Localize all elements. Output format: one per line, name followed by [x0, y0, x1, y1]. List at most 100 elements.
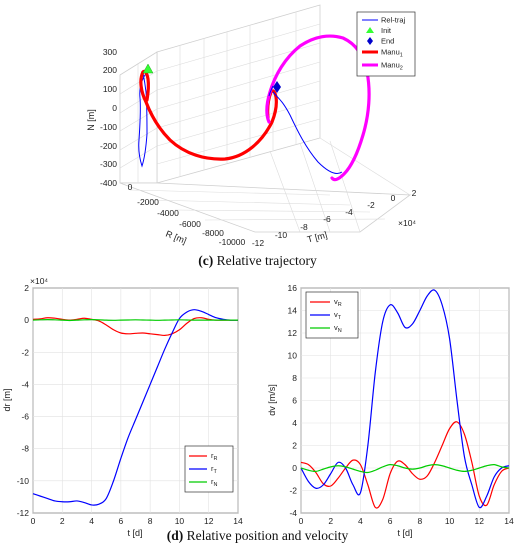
dv-xtick-label: 14: [504, 516, 514, 526]
dv-series-v_N: [300, 463, 510, 474]
dr-ytick-label: 0: [24, 315, 29, 325]
trajectory-3d-plot: 300 200 100 0 -100 -200 -300 -400 N [m] …: [86, 4, 417, 248]
t-tick-m10: -10: [275, 230, 288, 240]
dv-plot: 16 14 12 10 8 6 4 2 0 -2 -4 0 2 4 6 8 10 12 14 dv [m/s] t…: [267, 283, 514, 538]
rel-traj-line-part1: [138, 71, 148, 168]
dv-ytick-label: 10: [288, 351, 298, 361]
dv-xtick-label: 0: [299, 516, 304, 526]
dr-ytick-label: -10: [17, 476, 30, 486]
legend-rel-traj: Rel-traj: [381, 16, 406, 25]
dv-ytick-label: -2: [289, 486, 297, 496]
n-tick-m300: -300: [100, 159, 117, 169]
n-tick-m100: -100: [100, 122, 117, 132]
rel-traj-line-part3: [268, 85, 274, 97]
t-tick-m8: -8: [300, 222, 308, 232]
dr-legend-n: rN: [211, 477, 218, 488]
legend-manu2: Manu2: [381, 61, 403, 72]
dv-ytick-label: 8: [292, 373, 297, 383]
r-tick-m4000: -4000: [157, 208, 179, 218]
dr-yticks: 2 0 -2 -4 -6 -8 -10 -12: [17, 283, 30, 518]
dv-xtick-label: 4: [358, 516, 363, 526]
dr-xtick-label: 4: [89, 516, 94, 526]
dr-xtick-label: 10: [175, 516, 185, 526]
n-tick-m400: -400: [100, 178, 117, 188]
n-tick-200: 200: [103, 65, 117, 75]
dr-plot: 2 0 -2 -4 -6 -8 -10 -12 0 2 4 6 8 10 12 14 ×10⁴ dr [m]…: [2, 276, 243, 538]
dr-xtick-label: 8: [148, 516, 153, 526]
dv-xticks: 0 2 4 6 8 10 12 14: [299, 516, 514, 526]
floor: [119, 182, 412, 233]
dv-ytick-label: 0: [292, 463, 297, 473]
legend-end: End: [381, 37, 394, 46]
r-tick-m8000: -8000: [202, 228, 224, 238]
legend-3d: Rel-traj Init End Manu1 Manu2: [356, 11, 416, 77]
legend-init: Init: [381, 26, 392, 35]
n-tick-300: 300: [103, 47, 117, 57]
n-axis-label: N [m]: [86, 109, 96, 131]
dr-xtick-label: 14: [233, 516, 243, 526]
dr-legend: rR rT rN: [184, 445, 234, 493]
legend-manu1: Manu1: [381, 48, 403, 59]
dv-xtick-label: 10: [445, 516, 455, 526]
dr-legend-r: rR: [211, 451, 218, 462]
dr-ytick-label: 2: [24, 283, 29, 293]
dr-ylabel: dr [m]: [2, 388, 12, 411]
dv-ytick-label: 16: [288, 283, 298, 293]
dv-xtick-label: 6: [388, 516, 393, 526]
dr-xtick-label: 2: [60, 516, 65, 526]
end-marker-icon: [273, 81, 281, 93]
caption-d: (d) Relative position and velocity: [166, 528, 349, 543]
dr-legend-t: rT: [211, 464, 218, 475]
t-tick-0: 0: [391, 193, 396, 203]
dr-ytick-label: -8: [21, 444, 29, 454]
n-tick-m200: -200: [100, 141, 117, 151]
dv-ytick-label: 6: [292, 396, 297, 406]
dv-ytick-label: 14: [288, 306, 298, 316]
dv-xtick-label: 12: [475, 516, 485, 526]
n-axis-ticks: 300 200 100 0 -100 -200 -300 -400: [100, 47, 117, 188]
dv-yticks: 16 14 12 10 8 6 4 2 0 -2 -4: [288, 283, 298, 518]
dv-ytick-label: 4: [292, 418, 297, 428]
dr-ytick-label: -4: [21, 379, 29, 389]
dr-ytick-label: -6: [21, 412, 29, 422]
t-tick-m2: -2: [367, 200, 375, 210]
dr-series-r_T: [32, 309, 239, 506]
n-tick-0: 0: [112, 103, 117, 113]
dr-series-r_N: [32, 319, 238, 322]
dv-legend-t: vT: [334, 310, 342, 321]
r-tick-m2000: -2000: [137, 197, 159, 207]
dr-ytick-label: -2: [21, 347, 29, 357]
dv-xtick-label: 2: [328, 516, 333, 526]
dr-exponent: ×10⁴: [30, 276, 48, 286]
t-tick-2: 2: [412, 188, 417, 198]
dv-ytick-label: 2: [292, 441, 297, 451]
dr-xtick-label: 12: [204, 516, 214, 526]
dv-series-group: [300, 289, 510, 509]
dv-ytick-label: -4: [289, 508, 297, 518]
t-axis-ticks: -12 -10 -8 -6 -4 -2 0 2 ×10⁴: [252, 188, 417, 248]
dv-xtick-label: 8: [417, 516, 422, 526]
caption-c: (c) Relative trajectory: [198, 253, 317, 268]
dv-legend: vR vT vN: [305, 291, 359, 339]
n-tick-100: 100: [103, 84, 117, 94]
r-axis-label: R [m]: [164, 229, 188, 246]
dr-xtick-label: 0: [31, 516, 36, 526]
init-marker-icon: [142, 63, 154, 74]
dr-xtick-label: 6: [118, 516, 123, 526]
dv-legend-n: vN: [334, 323, 342, 334]
dv-legend-r: vR: [334, 297, 342, 308]
dr-xlabel: t [d]: [127, 528, 142, 538]
t-tick-m12: -12: [252, 238, 265, 248]
r-tick-0: 0: [128, 182, 133, 192]
r-axis-ticks: 0 -2000 -4000 -6000 -8000 -10000: [128, 182, 246, 247]
dv-ytick-label: 12: [288, 328, 298, 338]
t-exponent: ×10⁴: [398, 218, 416, 228]
r-tick-m10000: -10000: [219, 237, 246, 247]
r-tick-m6000: -6000: [179, 219, 201, 229]
t-tick-m4: -4: [345, 207, 353, 217]
dv-series-v_R: [300, 421, 510, 509]
dv-ylabel: dv [m/s]: [267, 384, 277, 416]
dr-series-group: [32, 309, 239, 506]
dv-xlabel: t [d]: [397, 528, 412, 538]
